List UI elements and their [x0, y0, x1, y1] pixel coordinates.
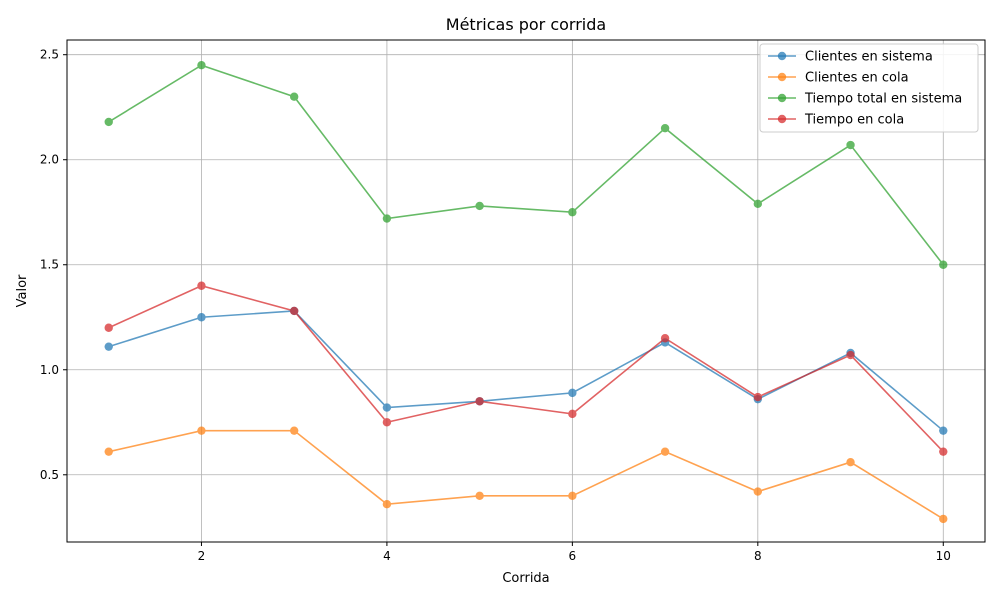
x-tick-label: 2 — [198, 549, 206, 563]
y-tick-label: 2.5 — [40, 48, 59, 62]
legend-label: Tiempo total en sistema — [804, 92, 962, 107]
data-point — [475, 491, 484, 500]
data-point — [939, 426, 948, 435]
data-point — [846, 457, 855, 467]
x-tick-label: 10 — [936, 549, 951, 563]
legend-marker — [777, 114, 787, 124]
legend-label: Clientes en sistema — [805, 50, 933, 65]
legend-item: Clientes en sistema — [768, 50, 933, 65]
x-tick-label: 6 — [569, 549, 577, 563]
series-line — [108, 64, 944, 266]
data-point — [660, 334, 670, 343]
legend-box — [759, 43, 979, 133]
data-point — [289, 426, 299, 435]
data-point — [104, 447, 113, 456]
y-axis-label: Valor — [15, 274, 30, 307]
y-tick-label: 1.0 — [40, 363, 59, 377]
ticks: 2 4 6 8 10 0.5 1.0 1.5 2.0 2.5 — [40, 48, 951, 563]
legend-marker — [777, 51, 787, 61]
data-point — [289, 306, 299, 316]
legend-marker — [777, 72, 787, 82]
series-layer — [104, 61, 948, 524]
data-point — [197, 426, 206, 435]
data-point — [939, 514, 948, 524]
data-point — [475, 397, 484, 406]
data-point — [382, 418, 392, 427]
data-point — [753, 199, 763, 209]
x-axis-label: Corrida — [502, 571, 549, 586]
data-point — [939, 447, 948, 456]
data-point — [660, 447, 670, 456]
data-point — [197, 61, 206, 70]
data-point — [568, 208, 577, 217]
data-point — [568, 388, 577, 398]
data-point — [939, 260, 948, 269]
data-point — [846, 140, 855, 150]
data-point — [197, 313, 206, 322]
legend-item: Clientes en cola — [768, 71, 909, 86]
data-point — [382, 214, 392, 223]
series-1 — [104, 426, 948, 524]
data-point — [104, 117, 113, 127]
data-point — [382, 499, 392, 509]
series-3 — [104, 281, 948, 456]
data-point — [475, 201, 484, 211]
data-point — [382, 403, 392, 412]
series-line — [108, 284, 944, 453]
series-line — [108, 429, 944, 520]
legend-marker — [777, 93, 787, 103]
x-tick-label: 4 — [383, 549, 391, 563]
data-point — [846, 350, 855, 360]
y-tick-label: 0.5 — [40, 468, 59, 482]
legend-item: Tiempo en cola — [768, 113, 904, 128]
legend: Clientes en sistema Clientes en cola Tiemp… — [759, 43, 979, 133]
legend-label: Tiempo en cola — [804, 113, 904, 128]
y-tick-label: 2.0 — [40, 153, 59, 167]
legend-label: Clientes en cola — [805, 71, 909, 86]
data-point — [568, 491, 577, 500]
data-point — [104, 323, 113, 332]
data-point — [197, 281, 206, 290]
series-2 — [104, 61, 948, 269]
x-tick-label: 8 — [754, 549, 762, 563]
legend-item: Tiempo total en sistema — [768, 92, 962, 107]
data-point — [660, 124, 670, 133]
data-point — [568, 409, 577, 419]
data-point — [753, 487, 763, 496]
y-tick-label: 1.5 — [40, 258, 59, 272]
data-point — [289, 92, 299, 101]
plot-frame — [66, 39, 986, 543]
chart-title: Métricas por corrida — [446, 15, 606, 34]
data-point — [104, 342, 113, 351]
data-point — [753, 392, 763, 402]
